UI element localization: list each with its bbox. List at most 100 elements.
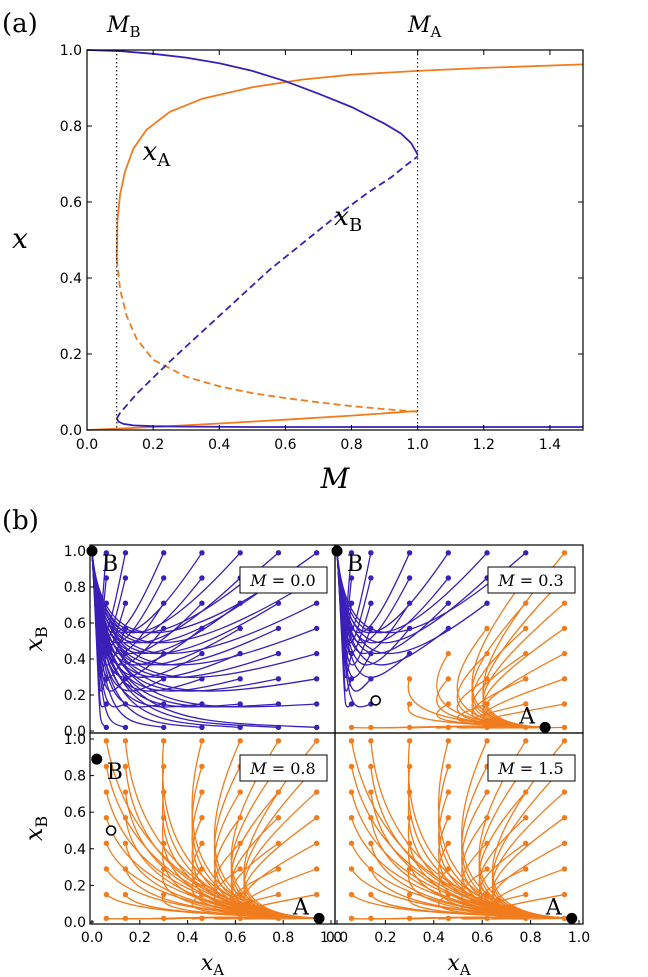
trajectory-start-point xyxy=(275,625,282,632)
y-tick-label: 0.0 xyxy=(64,724,86,740)
trajectory-start-point xyxy=(161,814,167,821)
trajectory-start-point xyxy=(406,789,413,795)
series-line-0 xyxy=(115,63,584,260)
trajectory-start-point xyxy=(368,814,374,821)
trajectory-start-point xyxy=(103,724,110,731)
trajectory-start-point xyxy=(523,550,529,556)
trajectory-start-point xyxy=(348,575,355,581)
trajectory-start-point xyxy=(368,738,374,744)
trajectory-start-point xyxy=(103,866,110,872)
y-tick-label: 0.4 xyxy=(64,652,86,668)
trajectory-start-point xyxy=(348,789,355,795)
trajectory-start-point xyxy=(103,789,110,795)
trajectory-start-point xyxy=(406,866,413,872)
subplot-frame xyxy=(334,732,584,925)
trajectory-start-point xyxy=(199,724,205,731)
trajectory-start-point xyxy=(103,763,110,770)
trajectory-start-point xyxy=(348,701,355,707)
x-axis-label: M xyxy=(320,462,351,495)
trajectory-start-point xyxy=(445,814,452,821)
trajectory-start-point xyxy=(561,814,568,821)
trajectory-start-point xyxy=(348,724,355,731)
trajectory-start-point xyxy=(161,600,167,606)
trajectory-start-point xyxy=(348,650,355,657)
trajectory-start-point xyxy=(368,676,374,682)
stable-fixed-point-B xyxy=(331,545,343,557)
trajectory-start-point xyxy=(313,840,320,847)
x-tick-label: 0.0 xyxy=(326,930,348,946)
stable-fixed-point-A xyxy=(313,912,325,924)
trajectory-start-point xyxy=(275,840,282,847)
x-axis-label: xA xyxy=(447,951,470,977)
series-line-4 xyxy=(116,155,419,420)
x-tick-label: 0.4 xyxy=(208,437,230,453)
trajectory-start-point xyxy=(368,625,374,632)
saddle-point xyxy=(105,825,117,836)
fixed-point-label-A: A xyxy=(545,895,563,920)
annotation-1: xB xyxy=(334,202,362,236)
y-tick-label: 0.6 xyxy=(60,195,82,211)
trajectory-start-point xyxy=(406,550,413,556)
trajectory-start-point xyxy=(445,701,452,707)
y-tick-label: 0.0 xyxy=(60,423,82,439)
x-tick-label: 0.0 xyxy=(76,437,98,453)
trajectory-start-point xyxy=(406,625,413,632)
trajectory-start-point xyxy=(161,650,167,657)
fixed-point-label-B: B xyxy=(102,552,118,577)
trajectory-start-point xyxy=(523,676,529,682)
trajectory-start-point xyxy=(406,891,413,898)
trajectory-start-point xyxy=(368,840,374,847)
trajectory-start-point xyxy=(237,738,243,744)
x-tick-label: 1.0 xyxy=(320,930,342,946)
y-axis-label: xB xyxy=(20,626,51,651)
trajectory-start-point xyxy=(237,866,243,872)
trajectory-start-point xyxy=(199,891,205,898)
trajectory-start-point xyxy=(103,676,110,682)
trajectory-start-point xyxy=(484,915,490,922)
trajectory-start-point xyxy=(368,763,374,770)
x-tick-label: 0.2 xyxy=(374,930,396,946)
trajectory-start-point xyxy=(199,814,205,821)
trajectory-start-point xyxy=(103,550,110,556)
trajectory-start-point xyxy=(523,650,529,657)
y-tick-label: 0.2 xyxy=(64,688,86,704)
trajectory-start-point xyxy=(313,701,320,707)
trajectory-start-point xyxy=(445,789,452,795)
trajectory-start-point xyxy=(199,789,205,795)
m-value-label: M = 0.8 xyxy=(249,759,315,778)
stable-fixed-point-B xyxy=(91,753,103,765)
trajectory-start-point xyxy=(161,789,167,795)
trajectory-start-point xyxy=(348,891,355,898)
trajectory-start-point xyxy=(368,724,374,731)
x-tick-label: 1.0 xyxy=(407,437,429,453)
trajectory-start-point xyxy=(237,550,243,556)
trajectory-start-point xyxy=(275,866,282,872)
trajectory-start-point xyxy=(199,575,205,581)
trajectory-start-point xyxy=(122,600,129,606)
trajectory-start-point xyxy=(199,763,205,770)
trajectory-start-point xyxy=(445,866,452,872)
trajectory-start-point xyxy=(523,724,529,731)
trajectory-start-point xyxy=(368,866,374,872)
trajectory-start-point xyxy=(368,550,374,556)
trajectory-start-point xyxy=(313,676,320,682)
trajectory-start-point xyxy=(348,915,355,922)
trajectory-start-point xyxy=(161,763,167,770)
trajectory-start-point xyxy=(523,789,529,795)
trajectory-start-point xyxy=(199,550,205,556)
trajectory-start-point xyxy=(103,915,110,922)
trajectory-start-point xyxy=(445,724,452,731)
trajectory-start-point xyxy=(237,840,243,847)
bifurcation-diagram: MB MA xA xB 0.0 0.2 0.4 0.6 0.8 1.0 1.2 1.4 0.0 0.2 0.… xyxy=(12,13,584,495)
trajectory-start-point xyxy=(199,676,205,682)
trajectory-start-point xyxy=(199,625,205,632)
trajectory-start-point xyxy=(561,866,568,872)
trajectory-start-point xyxy=(313,814,320,821)
trajectory-start-point xyxy=(484,625,490,632)
trajectory-start-point xyxy=(199,915,205,922)
y-axis-label: xB xyxy=(20,816,51,841)
trajectory-start-point xyxy=(561,915,568,922)
fixed-point-label-A: A xyxy=(292,895,310,920)
trajectory-start-point xyxy=(122,650,129,657)
